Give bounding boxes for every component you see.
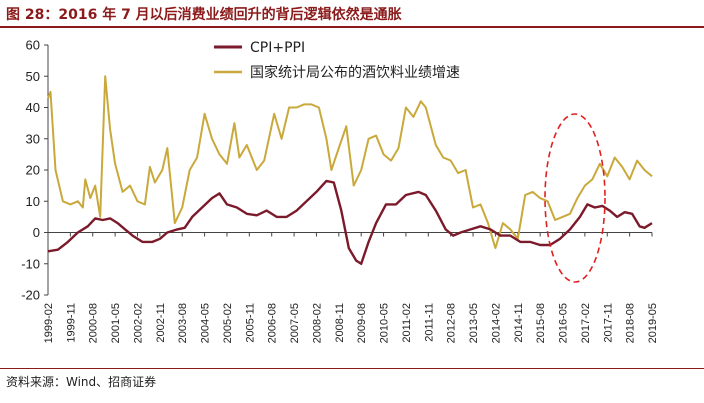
y-tick-label: 30 bbox=[26, 131, 40, 146]
x-tick-label: 2000-08 bbox=[88, 303, 100, 343]
title-rule bbox=[0, 26, 704, 28]
x-tick-label: 2017-11 bbox=[602, 303, 614, 343]
x-tick-label: 2019-05 bbox=[647, 303, 659, 343]
x-tick-label: 2011-11 bbox=[423, 303, 435, 342]
highlight-ellipse bbox=[544, 113, 606, 283]
legend-label: 国家统计局公布的酒饮料业绩增速 bbox=[250, 64, 460, 81]
x-tick-label: 2012-08 bbox=[446, 303, 458, 343]
x-tick-label: 2001-05 bbox=[110, 303, 122, 343]
x-tick-label: 2002-02 bbox=[132, 303, 144, 343]
x-tick-label: 2018-08 bbox=[625, 303, 637, 343]
x-tick-label: 1999-02 bbox=[43, 303, 55, 343]
x-tick-label: 1999-11 bbox=[65, 303, 77, 343]
x-tick-label: 2014-02 bbox=[490, 303, 502, 343]
y-tick-label: -10 bbox=[21, 256, 40, 271]
y-tick-label: 50 bbox=[26, 69, 40, 84]
x-tick-label: 2005-02 bbox=[222, 303, 234, 343]
source-note: 资料来源：Wind、招商证券 bbox=[6, 375, 157, 389]
x-tick-label: 2017-02 bbox=[580, 303, 592, 343]
y-tick-label: 60 bbox=[26, 38, 40, 53]
x-tick-label: 2008-02 bbox=[311, 303, 323, 343]
series-line-cpi-ppi bbox=[47, 179, 653, 265]
footer-rule bbox=[0, 368, 704, 369]
chart-title: 图 28：2016 年 7 月以后消费业绩回升的背后逻辑依然是通胀 bbox=[6, 7, 402, 23]
x-tick-label: 2014-11 bbox=[513, 303, 525, 343]
y-tick-label: 40 bbox=[26, 100, 40, 115]
series-line-liquor bbox=[47, 75, 653, 250]
x-tick-label: 2009-08 bbox=[356, 303, 368, 343]
x-tick-label: 2002-11 bbox=[155, 303, 167, 343]
x-tick-label: 2011-02 bbox=[401, 303, 413, 343]
series-layer bbox=[47, 75, 653, 265]
x-tick-label: 2003-08 bbox=[177, 303, 189, 343]
y-tick-label: -20 bbox=[21, 288, 40, 303]
y-tick-label: 10 bbox=[26, 194, 40, 209]
x-tick-label: 2008-11 bbox=[334, 303, 346, 343]
x-tick-label: 2010-05 bbox=[379, 303, 391, 343]
x-tick-label: 2007-05 bbox=[289, 303, 301, 343]
x-tick-label: 2016-05 bbox=[558, 303, 570, 343]
y-tick-label: 20 bbox=[26, 163, 40, 178]
x-tick-label: 2013-05 bbox=[468, 303, 480, 343]
y-tick-label: 0 bbox=[33, 225, 40, 240]
x-tick-label: 2015-08 bbox=[535, 303, 547, 343]
legend: CPI+PPI 国家统计局公布的酒饮料业绩增速 bbox=[214, 40, 460, 81]
x-tick-label: 2006-08 bbox=[267, 303, 279, 343]
x-tick-label: 2005-11 bbox=[244, 303, 256, 343]
x-tick-label: 2004-05 bbox=[200, 303, 212, 343]
legend-label: CPI+PPI bbox=[250, 40, 305, 56]
